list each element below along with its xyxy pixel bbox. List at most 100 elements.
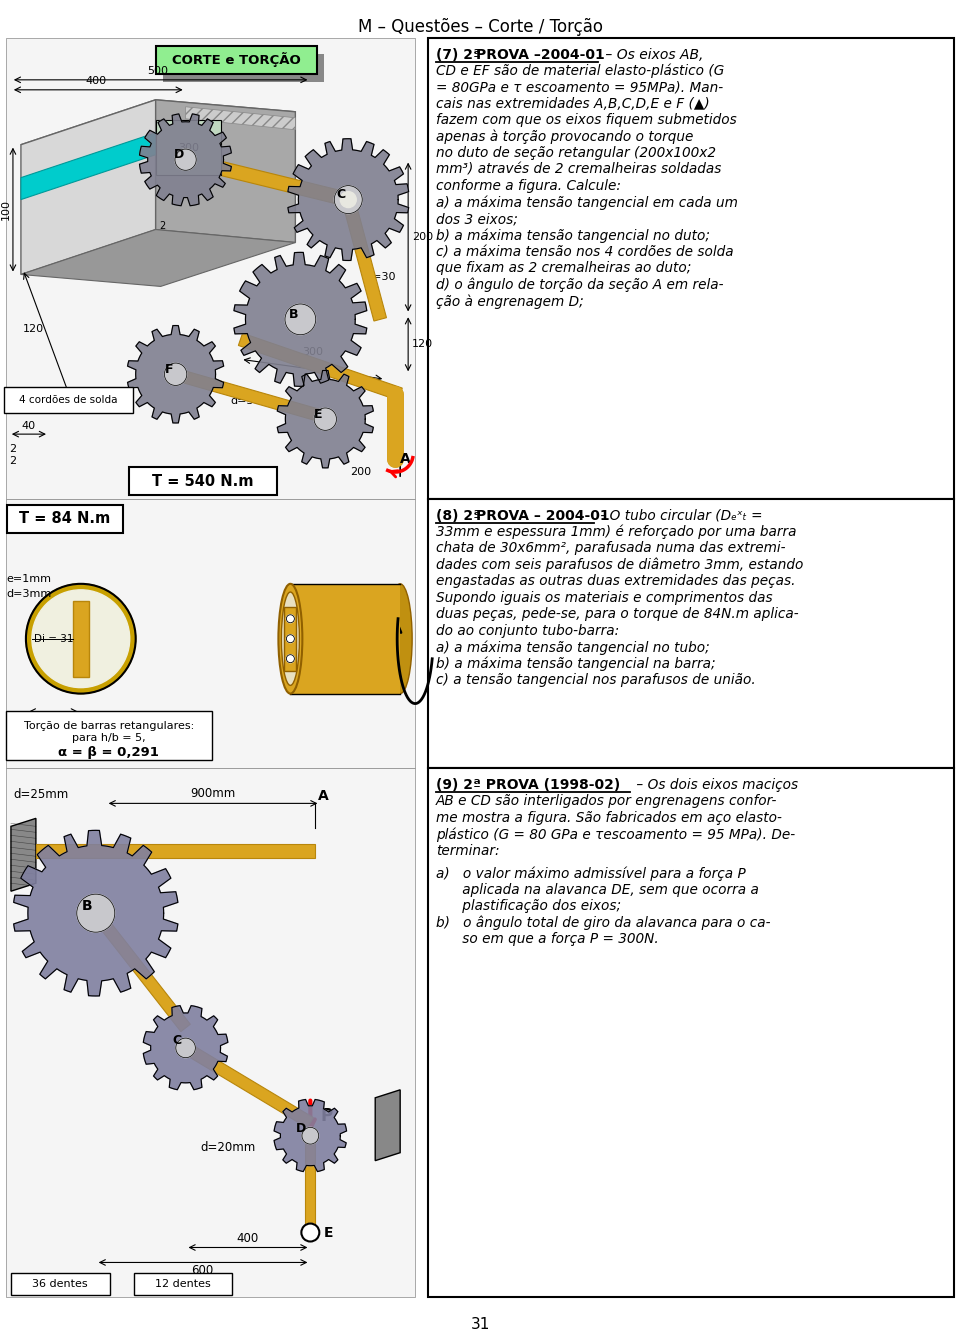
Polygon shape [290,584,400,693]
Polygon shape [13,831,178,995]
Polygon shape [21,132,156,199]
Text: a)   o valor máximo admissível para a força P: a) o valor máximo admissível para a forç… [436,866,746,880]
Text: b)   o ângulo total de giro da alavanca para o ca-: b) o ângulo total de giro da alavanca pa… [436,915,771,930]
Circle shape [301,1224,320,1241]
Text: dades com seis parafusos de diâmetro 3mm, estando: dades com seis parafusos de diâmetro 3mm… [436,558,804,572]
Text: c) a máxima tensão nos 4 cordões de solda: c) a máxima tensão nos 4 cordões de sold… [436,244,733,259]
Polygon shape [238,333,402,401]
Text: CD e EF são de material elasto-plástico (G: CD e EF são de material elasto-plástico … [436,64,725,79]
Text: ção à engrenagem D;: ção à engrenagem D; [436,294,584,309]
Text: 400: 400 [236,1233,258,1245]
Text: 900mm: 900mm [190,787,235,800]
Text: E: E [314,407,323,421]
Text: 31: 31 [470,1317,490,1332]
Circle shape [164,363,187,385]
Text: mm³) através de 2 cremalheiras soldadas: mm³) através de 2 cremalheiras soldadas [436,163,722,176]
Text: α = β = 0,291: α = β = 0,291 [59,745,159,759]
Text: 400: 400 [85,76,107,86]
Polygon shape [21,230,296,286]
Circle shape [32,589,130,688]
Polygon shape [91,910,190,1031]
Text: 2: 2 [9,444,16,454]
Text: para h/b = 5,: para h/b = 5, [72,732,146,743]
Text: e=1mm: e=1mm [6,574,51,584]
Polygon shape [234,253,367,386]
Text: 80: 80 [59,1280,73,1292]
Text: d=38: d=38 [230,397,261,406]
Text: – Os eixos AB,: – Os eixos AB, [601,48,703,61]
Text: F: F [164,363,173,375]
Polygon shape [288,139,409,261]
Text: CORTE e TORÇÃO: CORTE e TORÇÃO [172,52,300,67]
Text: P: P [321,1106,332,1125]
Ellipse shape [278,584,302,693]
Text: que fixam as 2 cremalheiras ao duto;: que fixam as 2 cremalheiras ao duto; [436,262,691,275]
Text: (9) 2ª PROVA (1998-02): (9) 2ª PROVA (1998-02) [436,779,620,792]
Text: apenas à torção provocando o torque: apenas à torção provocando o torque [436,130,693,144]
Polygon shape [21,100,156,274]
Text: fazem com que os eixos fiquem submetidos: fazem com que os eixos fiquem submetidos [436,114,737,127]
Text: 33mm e espessura 1mm) é reforçado por uma barra: 33mm e espessura 1mm) é reforçado por um… [436,525,797,540]
Text: plástico (G = 80 GPa e τescoamento = 95 MPa). De-: plástico (G = 80 GPa e τescoamento = 95 … [436,827,795,842]
Polygon shape [156,100,296,243]
Text: C: C [337,188,346,202]
Text: 200: 200 [412,231,433,242]
Polygon shape [185,107,296,130]
Text: 40: 40 [22,421,36,432]
Circle shape [176,1038,196,1058]
Text: chata de 30x6mm², parafusada numa das extremi-: chata de 30x6mm², parafusada numa das ex… [436,541,785,556]
Text: 200: 200 [349,468,371,477]
Text: 6: 6 [83,712,90,721]
Polygon shape [36,844,315,858]
Text: so em que a força P = 300N.: so em que a força P = 300N. [436,933,659,946]
FancyBboxPatch shape [156,45,318,73]
Text: E: E [324,1225,333,1240]
Text: 600: 600 [191,1264,214,1277]
Text: A: A [400,452,411,466]
Text: 36 dentes: 36 dentes [32,1280,87,1289]
Text: D: D [174,148,183,162]
Ellipse shape [388,584,412,693]
Text: B: B [82,899,92,914]
Text: duas peças, pede-se, para o torque de 84N.m aplica-: duas peças, pede-se, para o torque de 84… [436,608,799,621]
Circle shape [302,1128,319,1144]
Polygon shape [21,100,296,156]
Circle shape [26,584,135,693]
Text: 4 cordões de solda: 4 cordões de solda [18,395,117,405]
Circle shape [286,615,295,623]
FancyBboxPatch shape [11,1273,109,1296]
Text: d=20mm: d=20mm [201,1141,255,1154]
FancyBboxPatch shape [6,37,415,500]
Text: 300: 300 [301,347,323,357]
FancyBboxPatch shape [428,500,954,768]
Circle shape [340,191,356,207]
Text: dos 3 eixos;: dos 3 eixos; [436,212,518,226]
Text: 120: 120 [412,339,433,349]
Text: d=25mm: d=25mm [12,788,68,802]
Text: T = 540 N.m: T = 540 N.m [152,473,253,489]
Polygon shape [184,371,327,424]
Polygon shape [275,1100,347,1172]
Text: 30: 30 [47,716,60,725]
Text: PROVA – 2004-01: PROVA – 2004-01 [476,509,610,522]
Text: a) a máxima tensão tangencial no tubo;: a) a máxima tensão tangencial no tubo; [436,640,709,655]
Circle shape [286,635,295,643]
Circle shape [286,655,295,663]
Circle shape [175,150,196,170]
Polygon shape [128,326,224,424]
Text: C: C [172,1034,181,1047]
FancyBboxPatch shape [162,53,324,81]
Text: PROVA –2004-01: PROVA –2004-01 [476,48,605,61]
Polygon shape [342,198,387,321]
Text: 120: 120 [23,325,44,334]
FancyBboxPatch shape [6,500,415,768]
Text: - O tubo circular (Dₑˣₜ =: - O tubo circular (Dₑˣₜ = [596,509,762,522]
Text: conforme a figura. Calcule:: conforme a figura. Calcule: [436,179,621,194]
Polygon shape [277,370,373,468]
Text: a) a máxima tensão tangencial em cada um: a) a máxima tensão tangencial em cada um [436,195,738,210]
Text: d=3mm: d=3mm [6,589,51,599]
Text: 12 dentes: 12 dentes [155,1280,210,1289]
Circle shape [314,407,337,430]
Polygon shape [143,1006,228,1090]
Text: 300: 300 [179,143,199,152]
